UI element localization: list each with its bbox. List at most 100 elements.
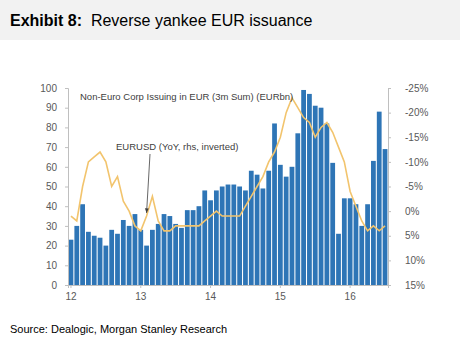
bar <box>278 165 283 285</box>
tick: 12 <box>65 285 77 302</box>
tick: 14 <box>205 285 217 302</box>
bar <box>214 190 219 285</box>
tick: 60 <box>46 162 68 173</box>
tick-label: -5% <box>405 181 423 192</box>
bar <box>167 216 172 285</box>
bar <box>80 204 85 285</box>
bar <box>284 177 289 285</box>
tick-mark <box>65 246 68 247</box>
bar-series <box>69 90 388 285</box>
bar <box>365 204 370 285</box>
y-axis: 0102030405060708090100 <box>40 83 68 291</box>
tick-mark <box>210 285 211 288</box>
tick: 100 <box>40 83 68 94</box>
tick: 50 <box>46 181 68 192</box>
bar <box>231 185 236 285</box>
tick-label: 15% <box>405 280 425 291</box>
tick-mark <box>388 88 391 89</box>
bar <box>371 161 376 285</box>
annotation-arrow <box>147 154 150 213</box>
tick-mark <box>65 88 68 89</box>
bar <box>115 234 120 285</box>
tick-mark <box>388 113 391 114</box>
tick-mark <box>388 260 391 261</box>
bar <box>354 204 359 285</box>
bar <box>103 246 108 285</box>
tick-mark <box>65 206 68 207</box>
tick: -25% <box>388 83 428 94</box>
tick-label: -20% <box>405 107 428 118</box>
title: Exhibit 8: Reverse yankee EUR issuance <box>10 12 312 29</box>
tick: -5% <box>388 181 423 192</box>
tick-label: 14 <box>205 291 217 302</box>
bar <box>127 226 132 285</box>
tick-mark <box>388 236 391 237</box>
tick-label: 12 <box>65 291 77 302</box>
bar <box>220 187 225 286</box>
axis-line <box>389 89 392 286</box>
tick-mark <box>65 265 68 266</box>
tick-label: 40 <box>46 201 58 212</box>
tick-mark <box>280 285 281 288</box>
tick-mark <box>388 187 391 188</box>
bar <box>237 187 242 286</box>
bar <box>150 230 155 285</box>
bar <box>255 175 260 285</box>
bar <box>179 228 184 285</box>
tick: 10% <box>388 255 425 266</box>
axis-line <box>65 89 69 286</box>
tick-label: -25% <box>405 83 428 94</box>
tick-mark <box>70 285 71 288</box>
tick: 5% <box>388 230 420 241</box>
tick-mark <box>65 187 68 188</box>
tick-label: 5% <box>405 230 420 241</box>
tick-label: 30 <box>46 221 58 232</box>
tick: 80 <box>46 122 68 133</box>
tick-label: 16 <box>345 291 357 302</box>
tick-label: 80 <box>46 122 58 133</box>
tick: 30 <box>46 221 68 232</box>
tick-label: 0% <box>405 206 420 217</box>
bar <box>266 171 271 285</box>
tick-label: 15 <box>275 291 287 302</box>
tick-label: 20 <box>46 240 58 251</box>
tick: 13 <box>135 285 147 302</box>
tick-mark <box>388 137 391 138</box>
tick-label: 0 <box>51 280 57 291</box>
bar <box>185 210 190 285</box>
tick: 15% <box>388 280 425 291</box>
tick: 0 <box>51 280 68 291</box>
tick-label: 70 <box>46 142 58 153</box>
bar <box>173 224 178 285</box>
bar <box>197 206 202 285</box>
bar <box>74 226 79 285</box>
tick: 10 <box>46 260 68 271</box>
tick-mark <box>65 226 68 227</box>
tick: -10% <box>388 157 428 168</box>
tick: -15% <box>388 132 428 143</box>
x-axis: 12 13 14 15 16 <box>65 285 388 302</box>
series-label: Non-Euro Corp Issuing in EUR (3m Sum) (E… <box>80 91 293 102</box>
bar <box>202 190 207 285</box>
tick-label: 60 <box>46 162 58 173</box>
bar <box>191 210 196 285</box>
chart: Exhibit 8: Reverse yankee EUR issuance01… <box>0 0 460 350</box>
bar <box>144 246 149 285</box>
tick: 15 <box>275 285 287 302</box>
bar <box>324 123 329 285</box>
tick-label: -10% <box>405 157 428 168</box>
tick: 20 <box>46 240 68 251</box>
bar <box>109 230 114 285</box>
tick-mark <box>65 167 68 168</box>
bar <box>98 238 103 285</box>
bar <box>86 232 91 285</box>
tick: 70 <box>46 142 68 153</box>
tick-mark <box>350 285 351 288</box>
bar <box>383 149 388 285</box>
tick: 0% <box>388 206 420 217</box>
tick-mark <box>65 108 68 109</box>
tick-label: 13 <box>135 291 147 302</box>
bar <box>330 163 335 285</box>
plot-area <box>69 90 388 285</box>
bar <box>69 240 74 285</box>
